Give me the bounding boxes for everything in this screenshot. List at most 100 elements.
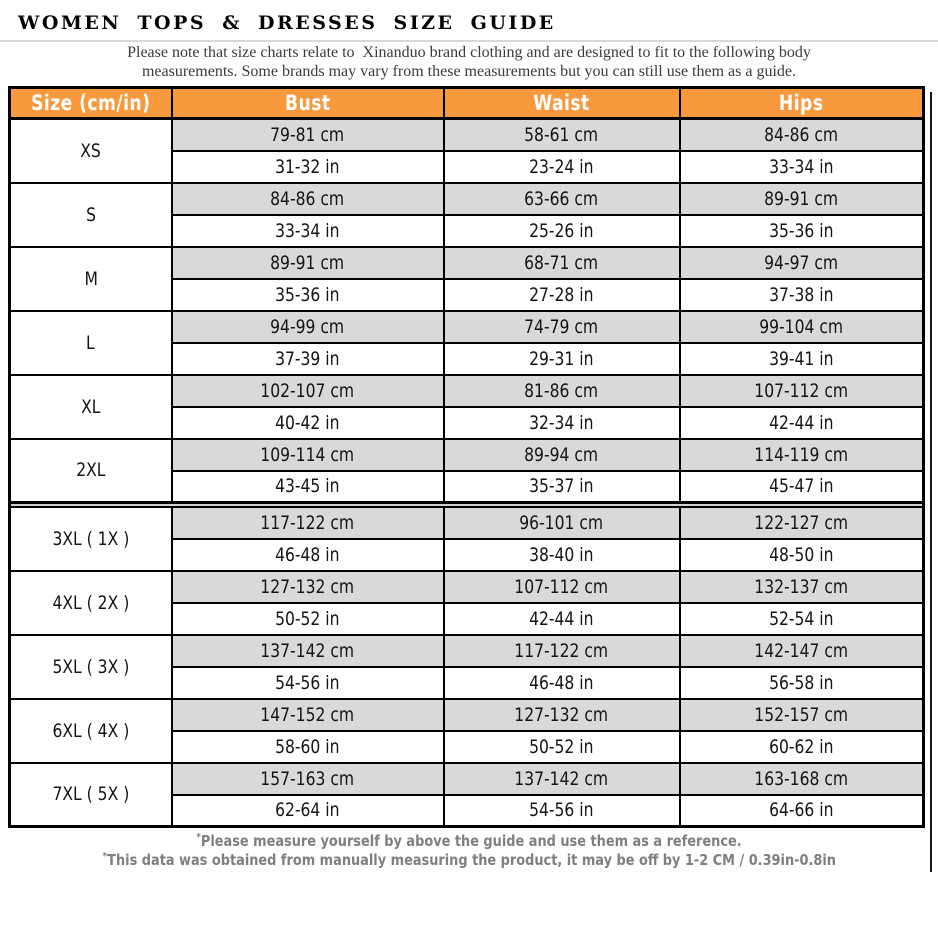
bust-cm-value: 94-99 cm: [170, 309, 445, 344]
waist-cm-value: 89-94 cm: [442, 437, 681, 472]
bust-in-value: 58-60 in: [170, 729, 445, 764]
bust-cm-value: 84-86 cm: [170, 181, 445, 216]
brand-note: Please note that size charts relate to X…: [0, 44, 938, 81]
table-row-cm: L 94-99 cm 74-79 cm 99-104 cm: [8, 309, 925, 376]
size-label: 4XL ( 2X ): [8, 569, 173, 636]
bust-cm-value: 127-132 cm: [170, 569, 445, 604]
size-label: 7XL ( 5X ): [8, 761, 173, 828]
hips-cm-value: 99-104 cm: [678, 309, 925, 344]
size-label: 6XL ( 4X ): [8, 697, 173, 764]
header-bust: Bust: [170, 86, 445, 120]
hips-cm-value: 94-97 cm: [678, 245, 925, 280]
hips-cm-value: 84-86 cm: [678, 117, 925, 152]
hips-cm-value: 132-137 cm: [678, 569, 925, 604]
hips-in-value: 33-34 in: [678, 149, 925, 184]
brand-note-line-1: Please note that size charts relate to X…: [127, 44, 811, 61]
size-label: S: [8, 181, 173, 248]
waist-in-value: 29-31 in: [442, 341, 681, 376]
bust-in-value: 33-34 in: [170, 213, 445, 248]
title-divider: [0, 40, 938, 42]
bust-cm-value: 109-114 cm: [170, 437, 445, 472]
hips-in-value: 60-62 in: [678, 729, 925, 764]
size-label: XS: [8, 117, 173, 184]
bust-cm-value: 102-107 cm: [170, 373, 445, 408]
waist-in-value: 32-34 in: [442, 405, 681, 440]
footnote-measure-reference: *Please measure yourself by above the gu…: [0, 832, 938, 851]
table-row-in: 62-64 in 54-56 in 64-66 in: [10, 793, 925, 828]
bust-in-value: 40-42 in: [170, 405, 445, 440]
waist-cm-value: 107-112 cm: [442, 569, 681, 604]
table-row-cm: S 84-86 cm 63-66 cm 89-91 cm: [8, 181, 925, 248]
bust-in-value: 43-45 in: [170, 469, 445, 504]
size-label: XL: [8, 373, 173, 440]
table-row-cm: 5XL ( 3X ) 137-142 cm 117-122 cm 142-147 cm: [8, 633, 925, 700]
table-row-in: 35-36 in 27-28 in 37-38 in: [10, 277, 925, 312]
hips-cm-value: 163-168 cm: [678, 761, 925, 796]
bust-cm-value: 157-163 cm: [170, 761, 445, 796]
table-row-in: 58-60 in 50-52 in 60-62 in: [10, 729, 925, 764]
waist-cm-value: 81-86 cm: [442, 373, 681, 408]
bust-in-value: 62-64 in: [170, 793, 445, 828]
waist-cm-value: 58-61 cm: [442, 117, 681, 152]
table-row-in: 37-39 in 29-31 in 39-41 in: [10, 341, 925, 376]
table-row-cm: XL 102-107 cm 81-86 cm 107-112 cm: [8, 373, 925, 440]
bust-in-value: 35-36 in: [170, 277, 445, 312]
size-label: 2XL: [8, 437, 173, 504]
waist-in-value: 54-56 in: [442, 793, 681, 828]
waist-in-value: 23-24 in: [442, 149, 681, 184]
waist-cm-value: 127-132 cm: [442, 697, 681, 732]
table-row-in: 54-56 in 46-48 in 56-58 in: [10, 665, 925, 700]
page-title: WOMEN TOPS & DRESSES SIZE GUIDE: [18, 12, 556, 34]
table-row-in: 43-45 in 35-37 in 45-47 in: [10, 469, 925, 504]
bust-cm-value: 117-122 cm: [170, 505, 445, 540]
size-label: M: [8, 245, 173, 312]
waist-in-value: 25-26 in: [442, 213, 681, 248]
hips-in-value: 52-54 in: [678, 601, 925, 636]
table-row-cm: 3XL ( 1X ) 117-122 cm 96-101 cm 122-127 cm: [8, 505, 925, 572]
bust-cm-value: 137-142 cm: [170, 633, 445, 668]
bust-in-value: 31-32 in: [170, 149, 445, 184]
table-row-cm: 2XL 109-114 cm 89-94 cm 114-119 cm: [8, 437, 925, 504]
size-label: 5XL ( 3X ): [8, 633, 173, 700]
table-row-in: 31-32 in 23-24 in 33-34 in: [10, 149, 925, 184]
hips-in-value: 64-66 in: [678, 793, 925, 828]
waist-in-value: 42-44 in: [442, 601, 681, 636]
size-guide-table: Size (cm/in) Bust Waist Hips XS 79-81 cm 5…: [8, 86, 925, 828]
footnote-marker: *: [102, 851, 107, 862]
hips-in-value: 42-44 in: [678, 405, 925, 440]
waist-in-value: 27-28 in: [442, 277, 681, 312]
bust-in-value: 37-39 in: [170, 341, 445, 376]
hips-cm-value: 122-127 cm: [678, 505, 925, 540]
table-row-in: 33-34 in 25-26 in 35-36 in: [10, 213, 925, 248]
waist-in-value: 38-40 in: [442, 537, 681, 572]
footnote-marker: *: [196, 832, 201, 843]
bust-cm-value: 147-152 cm: [170, 697, 445, 732]
table-row-cm: 6XL ( 4X ) 147-152 cm 127-132 cm 152-157 cm: [8, 697, 925, 764]
table-row-in: 40-42 in 32-34 in 42-44 in: [10, 405, 925, 440]
waist-in-value: 50-52 in: [442, 729, 681, 764]
footnote-manual-measure: *This data was obtained from manually me…: [0, 851, 938, 870]
hips-cm-value: 142-147 cm: [678, 633, 925, 668]
hips-in-value: 39-41 in: [678, 341, 925, 376]
bust-cm-value: 89-91 cm: [170, 245, 445, 280]
hips-in-value: 35-36 in: [678, 213, 925, 248]
size-label: 3XL ( 1X ): [8, 505, 173, 572]
hips-in-value: 56-58 in: [678, 665, 925, 700]
image-edge-line: [930, 92, 932, 872]
waist-in-value: 35-37 in: [442, 469, 681, 504]
hips-in-value: 48-50 in: [678, 537, 925, 572]
footnotes: *Please measure yourself by above the gu…: [0, 832, 938, 870]
footnote-text: Please measure yourself by above the gui…: [200, 832, 742, 850]
waist-cm-value: 74-79 cm: [442, 309, 681, 344]
table-header-row: Size (cm/in) Bust Waist Hips: [8, 86, 925, 120]
hips-in-value: 45-47 in: [678, 469, 925, 504]
header-waist: Waist: [442, 86, 681, 120]
bust-in-value: 50-52 in: [170, 601, 445, 636]
hips-in-value: 37-38 in: [678, 277, 925, 312]
bust-in-value: 46-48 in: [170, 537, 445, 572]
brand-note-line-2: measurements. Some brands may vary from …: [141, 62, 797, 80]
hips-cm-value: 152-157 cm: [678, 697, 925, 732]
table-row-cm: 7XL ( 5X ) 157-163 cm 137-142 cm 163-168 cm: [8, 761, 925, 828]
header-hips: Hips: [678, 86, 925, 120]
